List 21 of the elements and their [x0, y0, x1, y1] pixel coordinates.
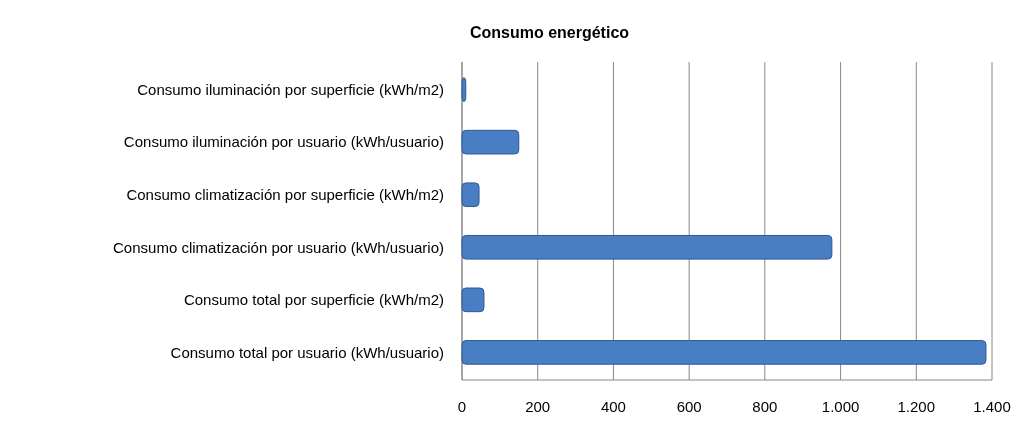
bar — [461, 340, 987, 365]
x-tick-label: 1.000 — [821, 398, 860, 415]
bar — [461, 234, 833, 260]
chart-title: Consumo energético — [469, 24, 630, 41]
x-tick-label: 1.400 — [973, 398, 1011, 415]
bar — [461, 129, 520, 155]
x-tick-label: 800 — [752, 398, 778, 415]
y-tick-label: Consumo total por superficie (kWh/m2) — [183, 291, 444, 309]
y-tick-label: Consumo iluminación por superficie (kWh/m2) — [137, 80, 444, 98]
x-tick-label: 200 — [525, 398, 551, 415]
bar — [461, 77, 467, 102]
y-tick-label: Consumo iluminación por usuario (kWh/usuario) — [123, 133, 444, 151]
x-tick-label: 1.200 — [897, 398, 936, 415]
bar — [461, 287, 485, 313]
bar — [461, 182, 480, 208]
y-tick-label: Consumo climatización por superficie (kWh/m2) — [126, 185, 444, 203]
y-tick-label: Consumo climatización por usuario (kWh/usuario) — [113, 238, 444, 256]
y-tick-label: Consumo total por usuario (kWh/usuario) — [170, 343, 444, 361]
x-tick-label: 600 — [676, 398, 702, 415]
x-tick-label: 0 — [457, 398, 467, 415]
x-tick-label: 400 — [600, 398, 626, 415]
